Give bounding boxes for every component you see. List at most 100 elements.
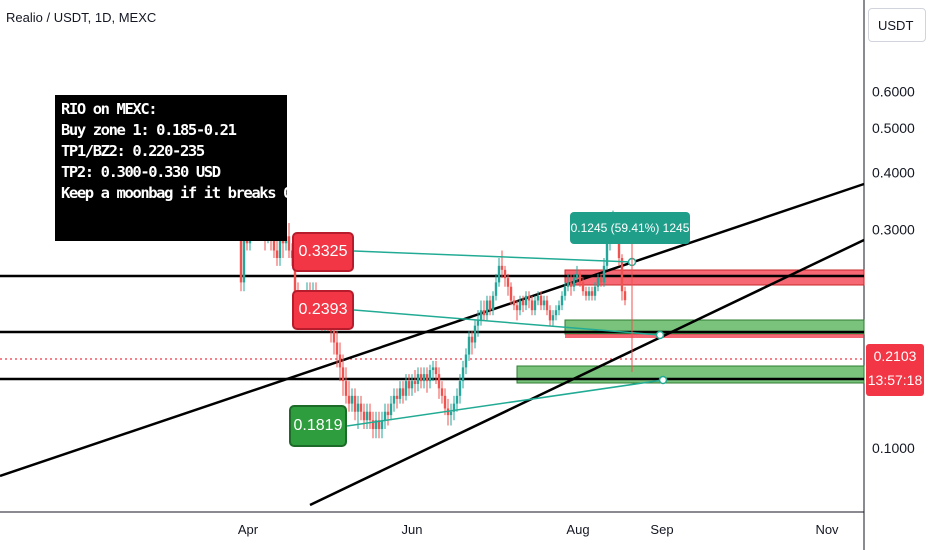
candle-body	[356, 403, 360, 412]
candle-body	[605, 243, 609, 266]
candle-body	[578, 273, 582, 283]
measure-label: 0.1245 (59.41%) 1245	[570, 212, 690, 244]
candle-body	[560, 295, 564, 306]
candle-body	[359, 403, 363, 412]
candle-body	[461, 367, 465, 382]
note-line: RIO on MEXC:	[61, 100, 158, 118]
candle-body	[530, 300, 534, 311]
channel-lower-line	[309, 238, 865, 507]
resistance-zone-thin	[565, 334, 864, 338]
candle-body	[566, 282, 570, 287]
x-tick-label: Jun	[402, 522, 423, 537]
current-price-badge: 0.2103 13:57:18	[866, 344, 924, 396]
connector-handle	[658, 375, 668, 385]
y-tick-label: 0.4000	[872, 164, 915, 180]
price-tag-mid[interactable]: 0.2393	[292, 290, 354, 330]
candle-body	[365, 411, 369, 421]
candle-body	[536, 295, 540, 301]
candle-body	[293, 258, 297, 292]
candle-body	[350, 395, 354, 404]
candle-body	[425, 374, 429, 382]
candle-body	[599, 278, 603, 283]
symbol-title[interactable]: Realio / USDT, 1D, MEXC	[6, 10, 157, 25]
candle-body	[383, 411, 387, 421]
y-tick-label: 0.3000	[872, 222, 915, 238]
candle-body	[584, 291, 588, 296]
candle-body	[554, 310, 558, 316]
candle-body	[428, 370, 432, 382]
candle-body	[464, 354, 468, 368]
candle-body	[485, 300, 489, 316]
analysis-note[interactable]: RIO on MEXC: Buy zone 1: 0.185-0.21 TP1/…	[55, 95, 316, 241]
candle-body	[437, 374, 441, 389]
candle-body	[449, 411, 453, 416]
candle-body	[377, 420, 381, 430]
candle-body	[416, 374, 420, 384]
candle-body	[368, 411, 372, 421]
x-tick-label: Nov	[815, 522, 839, 537]
candle-body	[275, 250, 279, 259]
candle-body	[392, 395, 396, 404]
note-line: TP1/BZ2: 0.220-235	[61, 142, 205, 160]
candle-body	[575, 273, 579, 279]
candle-body	[602, 265, 606, 283]
candle-body	[404, 381, 408, 396]
candle-body	[407, 381, 411, 389]
candle-body	[491, 295, 495, 311]
connector-handle	[655, 330, 665, 340]
candle-body	[500, 265, 504, 270]
candle-body	[509, 286, 513, 301]
current-price-value: 0.2103	[873, 348, 917, 364]
candle-body	[467, 336, 471, 355]
candle-body	[623, 291, 627, 301]
candle-body	[362, 411, 366, 421]
candle-body	[332, 331, 336, 343]
x-tick-label: Apr	[238, 522, 259, 537]
candle-body	[551, 315, 555, 321]
candle-body	[620, 258, 624, 292]
candle-body	[422, 374, 426, 382]
price-tag-high[interactable]: 0.3325	[292, 232, 354, 272]
candle-body	[596, 278, 600, 287]
candle-body	[410, 381, 414, 389]
currency-button[interactable]: USDT	[868, 8, 926, 42]
candle-body	[470, 336, 474, 343]
candle-body	[503, 269, 507, 279]
y-tick-label: 0.1000	[872, 440, 915, 456]
price-tag-low[interactable]: 0.1819	[289, 405, 347, 447]
candle-body	[593, 286, 597, 296]
note-line: Buy zone 1: 0.185-0.21	[61, 121, 237, 139]
x-tick-label: Sep	[650, 522, 673, 537]
candle-body	[569, 282, 573, 287]
candle-body	[395, 395, 399, 399]
candle-body	[494, 282, 498, 296]
candle-body	[443, 395, 447, 409]
candle-body	[419, 374, 423, 382]
candle-body	[347, 395, 351, 404]
countdown-timer: 13:57:18	[867, 372, 923, 388]
connector-line-mid	[353, 309, 661, 336]
candle-body	[497, 265, 501, 283]
candle-body	[545, 300, 549, 311]
candle-body	[341, 367, 345, 382]
connector-line-low	[346, 379, 664, 427]
candle-body	[434, 367, 438, 375]
candle-body	[542, 300, 546, 306]
y-tick-label: 0.6000	[872, 84, 915, 100]
candle-body	[338, 354, 342, 368]
candle-body	[506, 278, 510, 287]
candle-body	[572, 278, 576, 287]
candle-body	[512, 300, 516, 306]
candle-body	[398, 388, 402, 399]
candle-body	[473, 325, 477, 343]
candle-body	[590, 291, 594, 296]
candle-body	[287, 236, 291, 251]
candle-body	[431, 367, 435, 371]
candle-body	[371, 420, 375, 430]
candle-body	[452, 403, 456, 412]
candle-body	[539, 295, 543, 306]
candle-body	[587, 291, 591, 296]
candle-body	[533, 300, 537, 311]
candle-body	[440, 388, 444, 396]
